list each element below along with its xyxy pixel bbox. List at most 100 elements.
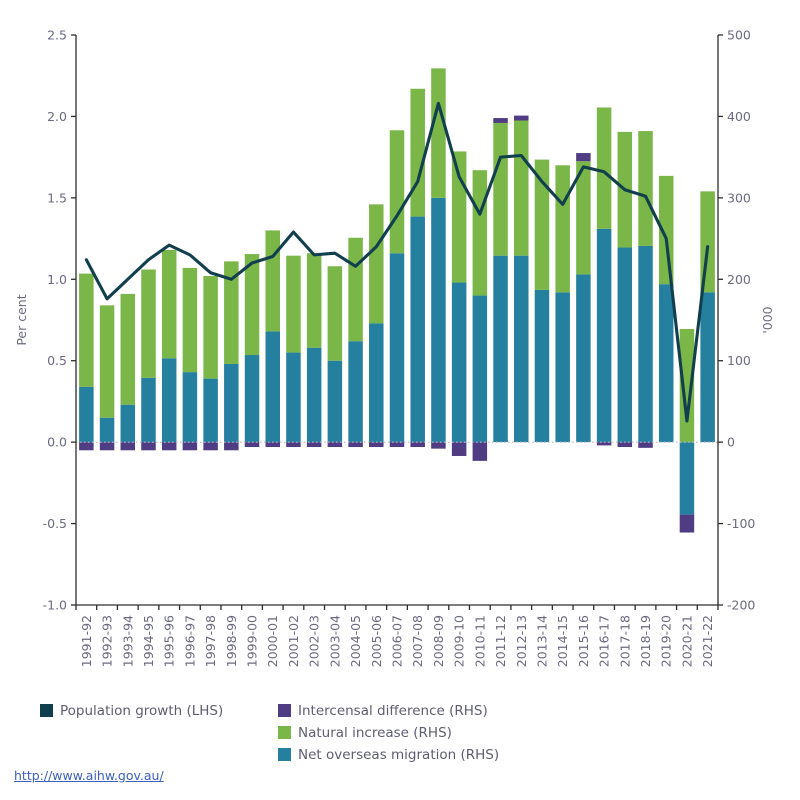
y-axis-tick-label: 0.0 <box>47 435 67 450</box>
bar-segment <box>431 197 446 443</box>
bar-group <box>700 191 715 443</box>
bar-segment <box>99 305 115 418</box>
y2-axis-tick-label: -100 <box>727 516 755 531</box>
bar-segment <box>286 255 301 353</box>
x-axis-tick-label: 2009-10 <box>452 615 467 667</box>
y-axis-tick-label: -1.0 <box>43 598 67 613</box>
bar-segment <box>286 442 301 448</box>
x-axis-tick-label: 2003-04 <box>327 615 342 667</box>
y2-axis-tick-label: -200 <box>727 598 755 613</box>
x-axis-tick-label: 2001-02 <box>286 615 301 667</box>
bar-segment <box>141 269 156 378</box>
bar-segment <box>244 355 260 443</box>
bar-group <box>596 107 612 446</box>
bar-segment <box>658 284 674 443</box>
bar-segment <box>120 442 136 451</box>
bar-segment <box>182 372 198 443</box>
legend-label: Population growth (LHS) <box>60 703 223 719</box>
legend-label: Net overseas migration (RHS) <box>298 747 499 763</box>
bar-segment <box>389 442 405 448</box>
bar-segment <box>493 255 508 443</box>
y-axis-tick-label: 0.5 <box>47 353 67 368</box>
bar-segment <box>369 323 384 443</box>
x-axis-tick-label: 2005-06 <box>369 615 384 667</box>
bar-segment <box>410 442 425 448</box>
bar-segment <box>596 228 612 443</box>
bar-segment <box>679 514 695 533</box>
bar-segment <box>410 216 425 443</box>
bar-segment <box>224 363 239 443</box>
source-link[interactable]: http://www.aihw.gov.au/ <box>14 768 164 783</box>
bar-segment <box>514 120 529 256</box>
bar-segment <box>244 442 260 448</box>
x-axis-tick-label: 2020-21 <box>679 615 694 667</box>
bar-segment <box>638 131 653 246</box>
y-axis-tick-label: 2.5 <box>47 28 67 43</box>
bar-segment <box>327 266 343 361</box>
bar-segment <box>79 273 94 387</box>
bar-segment <box>161 358 177 443</box>
bar-group <box>79 273 94 451</box>
bar-segment <box>327 360 343 443</box>
bar-segment <box>576 153 591 162</box>
legend-label: Intercensal difference (RHS) <box>298 703 488 719</box>
bar-group <box>99 305 115 451</box>
y-axis-tick-label: 2.0 <box>47 109 67 124</box>
bar-segment <box>79 442 94 451</box>
y-axis-tick-label: -0.5 <box>43 516 67 531</box>
bar-group <box>617 131 633 448</box>
y2-axis-tick-label: 300 <box>727 190 751 205</box>
bar-segment <box>203 276 218 379</box>
x-axis-tick-label: 2014-15 <box>555 615 570 667</box>
bar-segment <box>265 230 280 332</box>
y2-axis-tick-label: 100 <box>727 353 751 368</box>
population-growth-chart: -1.0 -0.5 0.0 0.5 1.0 1.5 2.0 2.5 -200 -100 0 100 20… <box>14 28 775 668</box>
bar-group <box>451 151 467 456</box>
bar-segment <box>224 261 239 364</box>
bar-segment <box>555 165 570 293</box>
bar-group <box>306 253 322 448</box>
bar-segment <box>431 442 446 449</box>
y2-axis-tick-label: 0 <box>727 435 735 450</box>
bar-segment <box>306 442 322 448</box>
legend-swatch <box>278 704 291 717</box>
legend-swatch <box>278 726 291 739</box>
y2-axis-tick-label: 400 <box>727 109 751 124</box>
bar-segment <box>327 442 343 448</box>
bar-segment <box>265 442 280 448</box>
bar-segment <box>99 417 115 443</box>
x-axis-tick-label: 2000-01 <box>265 615 280 667</box>
bar-group <box>410 88 425 448</box>
bar-segment <box>472 295 488 443</box>
bar-segment <box>700 292 715 443</box>
legend-swatch <box>278 748 291 761</box>
bar-group <box>224 261 239 451</box>
y-axis-tick-label: 1.0 <box>47 272 67 287</box>
bar-segment <box>493 118 508 123</box>
y-axis-title: Per cent <box>14 294 29 345</box>
x-axis-tick-label: 2013-14 <box>534 615 549 667</box>
bar-segment <box>224 442 239 451</box>
bar-segment <box>617 442 633 448</box>
bar-group <box>327 266 343 448</box>
bar-group <box>286 255 301 448</box>
population-growth-line <box>84 101 710 423</box>
bar-segment <box>79 386 94 443</box>
x-axis-tick-label: 2017-18 <box>617 615 632 667</box>
bar-segment <box>431 68 446 198</box>
bar-segment <box>120 404 136 443</box>
bar-segment <box>617 247 633 443</box>
bar-segment <box>306 347 322 443</box>
bar-segment <box>203 442 218 451</box>
bar-segment <box>348 341 363 443</box>
bar-segment <box>514 115 529 121</box>
bar-segment <box>679 442 695 515</box>
x-axis-tick-label: 2018-19 <box>638 615 653 667</box>
x-axis-tick-label: 1995-96 <box>162 615 177 667</box>
legend-swatch <box>40 704 53 717</box>
x-axis-tick-label: 2010-11 <box>472 615 487 667</box>
bar-group <box>348 237 363 448</box>
x-axis-tick-label: 1999-00 <box>245 615 260 667</box>
bar-group <box>555 165 570 443</box>
